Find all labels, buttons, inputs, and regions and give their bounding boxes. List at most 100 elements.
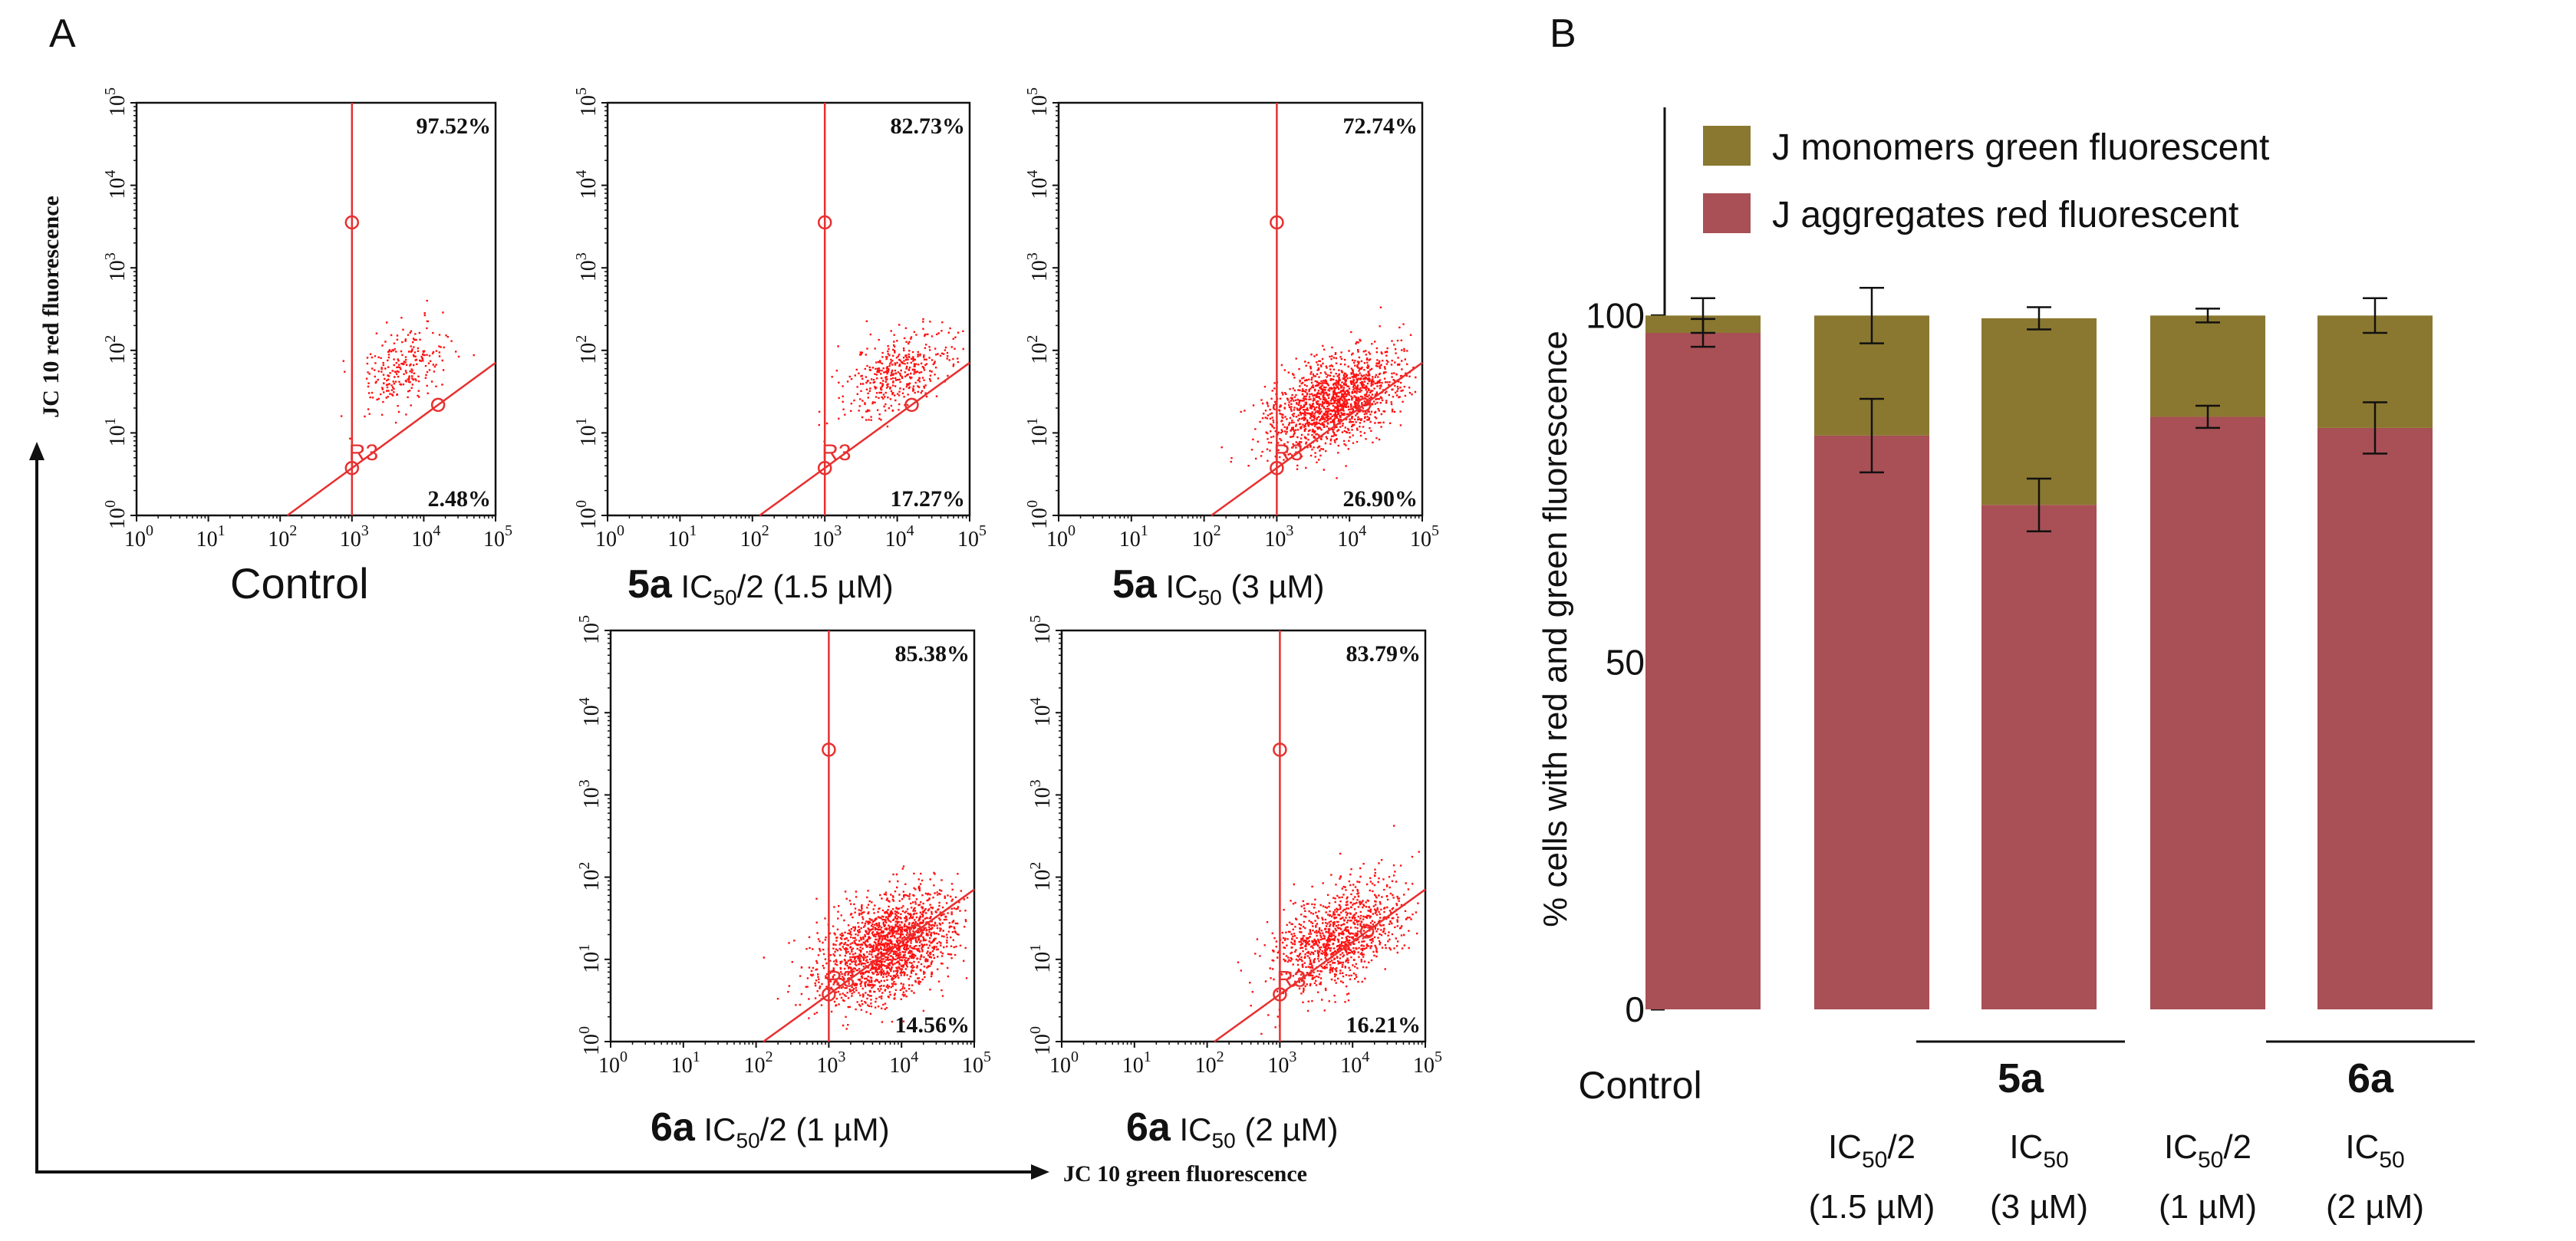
y-tick-label: 50 — [1606, 643, 1645, 683]
x-tick-exponent: 3 — [834, 522, 842, 539]
upper-quadrant-percent: 85.38% — [895, 641, 970, 667]
x-tick-exponent: 0 — [617, 522, 624, 539]
y-tick-exponent: 5 — [102, 87, 119, 95]
x-tick-label: 10 — [740, 528, 762, 551]
plot-frame — [1057, 101, 1424, 517]
bar-green-3 — [2150, 315, 2265, 417]
y-tick-label: 10 — [106, 178, 130, 199]
y-tick-exponent: 2 — [573, 335, 590, 343]
y-tick-label: 10 — [1028, 425, 1052, 446]
y-tick-label: 10 — [1028, 178, 1052, 199]
y-tick-label: 10 — [580, 870, 604, 891]
upper-quadrant-percent: 83.79% — [1346, 641, 1421, 667]
lower-quadrant-percent: 16.21% — [1346, 1012, 1421, 1038]
y-tick-label: 10 — [1031, 623, 1055, 644]
x-tick-label: 10 — [1122, 1054, 1144, 1078]
y-tick-exponent: 5 — [573, 87, 590, 95]
caption-sub: 50 — [713, 585, 737, 610]
x-tick-label: 10 — [816, 1054, 838, 1078]
x-tick-exponent: 3 — [1289, 1048, 1296, 1065]
gate-handle — [817, 215, 832, 230]
y-axis-label: % cells with red and green fluorescence — [1537, 331, 1574, 927]
x-tick-label: 10 — [411, 528, 433, 551]
x-tick-exponent: 4 — [911, 1048, 918, 1065]
y-tick-exponent: 0 — [576, 1026, 593, 1034]
gate-label: R3 — [1276, 966, 1306, 992]
y-tick-exponent: 1 — [102, 417, 119, 425]
x-tick-exponent: 2 — [762, 522, 769, 539]
x-tick-exponent: 2 — [1217, 1048, 1224, 1065]
caption-ic: IC — [703, 1111, 736, 1147]
x-tick-label: 10 — [483, 528, 505, 551]
y-tick-label: 10 — [577, 343, 601, 364]
x-sublabel-ic: IC50 — [2345, 1128, 2404, 1173]
y-tick-label: 10 — [580, 952, 604, 973]
caption-control: Control — [230, 559, 369, 607]
x-tick-exponent: 3 — [361, 522, 369, 539]
bar-red-2 — [1981, 505, 2097, 1009]
legend-swatch-monomers — [1703, 126, 1751, 166]
ic-subscript: 50 — [2379, 1147, 2404, 1173]
x-tick-label: 10 — [595, 528, 617, 551]
x-tick-label: 10 — [667, 528, 689, 551]
caption-sub: 50 — [1197, 585, 1222, 610]
caption-rest: (3 µM) — [1221, 568, 1325, 604]
caption-6a-full: 6a IC50 (2 µM) — [1126, 1104, 1339, 1153]
gate-diagonal-line — [763, 888, 975, 1043]
y-tick-exponent: 2 — [1027, 862, 1044, 870]
x-sublabel-dose: (1 µM) — [2159, 1188, 2257, 1226]
y-tick-label: 10 — [577, 425, 601, 446]
y-tick-exponent: 3 — [576, 779, 593, 787]
y-tick-label: 10 — [1031, 952, 1055, 973]
x-tick-label: 10 — [962, 1054, 983, 1078]
x-tick-exponent: 3 — [1286, 522, 1293, 539]
x-tick-label: 10 — [1046, 528, 1068, 551]
gate-diagonal-line — [1211, 361, 1423, 517]
y-tick-exponent: 1 — [1024, 417, 1041, 425]
x-tick-exponent: 0 — [1068, 522, 1076, 539]
plot-frame — [609, 629, 976, 1043]
y-tick-label: 10 — [106, 95, 130, 117]
y-tick-exponent: 0 — [1024, 500, 1041, 508]
lower-quadrant-percent: 14.56% — [895, 1012, 970, 1038]
caption-ic: IC — [1179, 1111, 1212, 1147]
x-tick-exponent: 4 — [1362, 1048, 1369, 1065]
x-tick-label: 10 — [1267, 1054, 1289, 1078]
y-tick-exponent: 5 — [1024, 87, 1041, 95]
global-y-axis-arrowhead — [29, 442, 44, 460]
caption-5a-half: 5a IC50/2 (1.5 µM) — [628, 561, 894, 610]
upper-quadrant-percent: 97.52% — [417, 114, 492, 139]
y-tick-exponent: 2 — [102, 335, 119, 343]
caption-5a-full: 5a IC50 (3 µM) — [1112, 561, 1325, 610]
x-tick-exponent: 1 — [693, 1048, 700, 1065]
ic-text: IC — [1828, 1128, 1862, 1166]
x-tick-label: 10 — [268, 528, 289, 551]
bar-red-3 — [2150, 416, 2265, 1009]
x-tick-exponent: 4 — [1359, 522, 1366, 539]
gate-label: R3 — [825, 966, 855, 992]
gate-handle — [1359, 924, 1375, 939]
x-axis-title: JC 10 green fluorescence — [1063, 1161, 1307, 1187]
lower-quadrant-percent: 17.27% — [891, 486, 966, 512]
y-tick-label: 10 — [106, 260, 130, 281]
y-tick-label: 10 — [1028, 95, 1052, 117]
x-tick-label: 10 — [744, 1054, 766, 1078]
caption-sub: 50 — [736, 1128, 760, 1153]
caption-compound: 6a — [651, 1105, 695, 1150]
x-tick-label: 10 — [1195, 1054, 1217, 1078]
x-sublabel-ic: IC50/2 — [2164, 1128, 2252, 1173]
scatter-dots — [1220, 306, 1417, 479]
gate-diagonal-line — [286, 361, 496, 517]
y-tick-label: 10 — [577, 508, 601, 529]
y-tick-label: 10 — [1031, 787, 1055, 808]
x-tick-label: 10 — [957, 528, 979, 551]
gate-handle — [1273, 742, 1287, 757]
gate-handle — [822, 987, 836, 1002]
caption-compound: 6a — [1126, 1105, 1171, 1150]
x-tick-label: 10 — [340, 528, 361, 551]
legend-label-monomers: J monomers green fluorescent — [1772, 127, 2269, 168]
x-tick-label: 10 — [124, 528, 146, 551]
x-tick-label: 10 — [671, 1054, 693, 1078]
